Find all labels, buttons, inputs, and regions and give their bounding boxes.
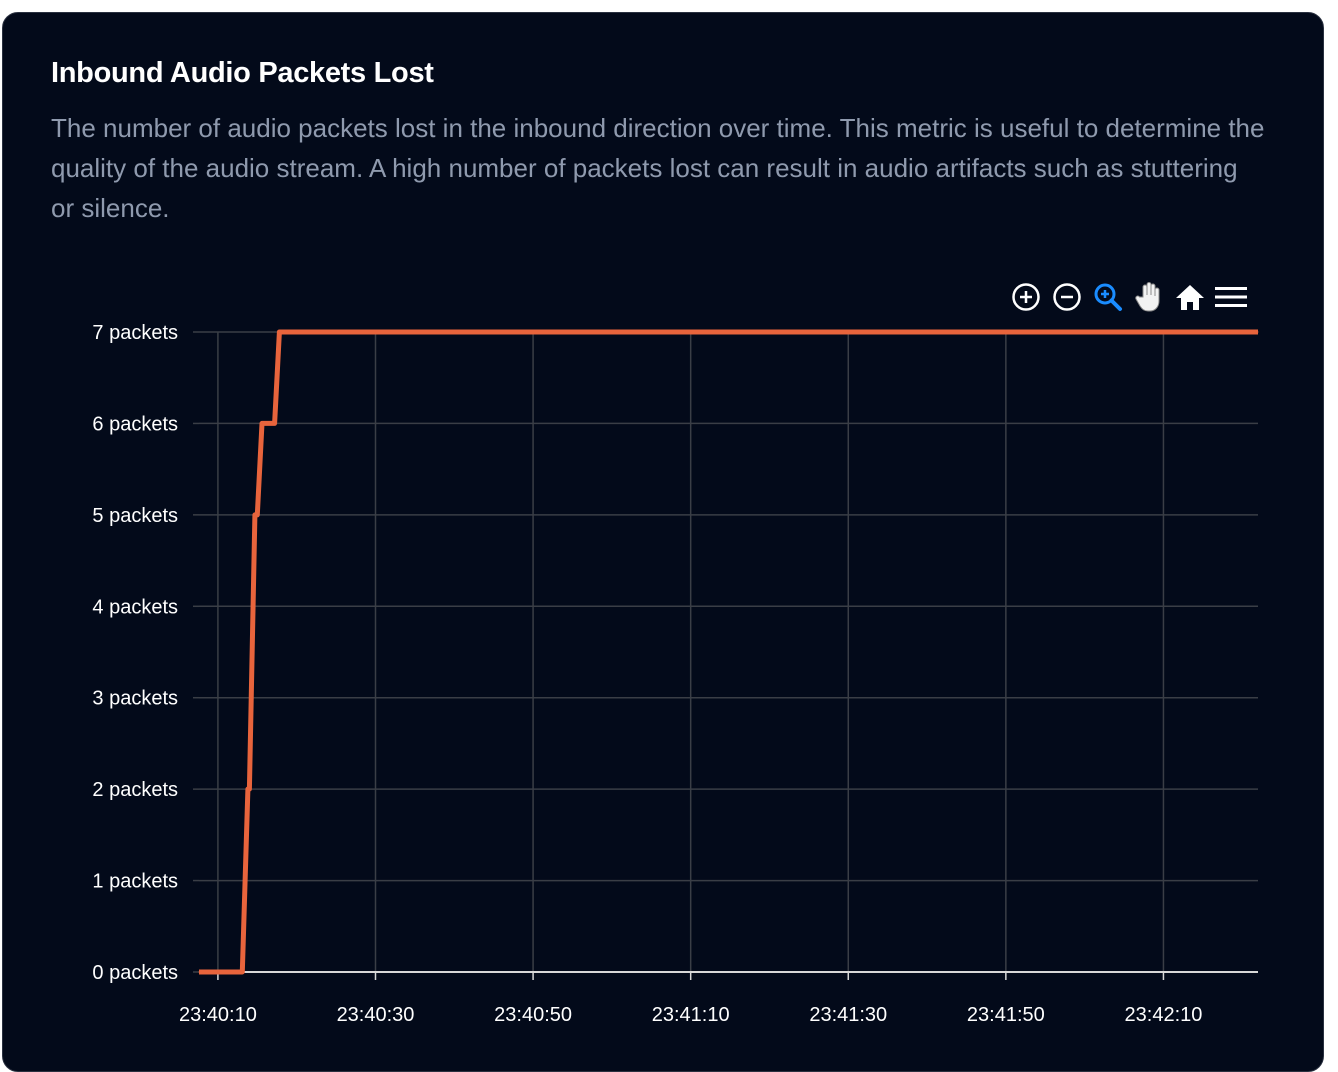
axes	[193, 331, 1258, 980]
data-point	[248, 788, 250, 790]
series-line	[199, 329, 1258, 975]
x-tick-label: 23:40:10	[179, 1004, 257, 1026]
data-point	[241, 971, 243, 973]
series-layer	[198, 329, 1259, 975]
y-tick-label: 3 packets	[92, 688, 178, 710]
data-point	[254, 514, 256, 516]
y-tick-label: 1 packets	[92, 871, 178, 893]
x-tick-label: 23:40:50	[494, 1004, 572, 1026]
zoom-out-icon	[1053, 283, 1081, 311]
grid-lines	[199, 331, 1258, 972]
reset-home-icon	[1176, 285, 1204, 310]
chart-title: Inbound Audio Packets Lost	[51, 57, 434, 89]
selection-zoom-button[interactable]	[1092, 281, 1124, 313]
x-tick-label: 23:41:50	[967, 1004, 1045, 1026]
pan-button[interactable]	[1133, 281, 1165, 313]
x-tick-label: 23:40:30	[337, 1004, 415, 1026]
data-point	[274, 422, 276, 424]
y-tick-label: 4 packets	[92, 596, 178, 618]
zoom-out-button[interactable]	[1051, 281, 1083, 313]
chart-card: Inbound Audio Packets Lost The number of…	[2, 12, 1324, 1072]
data-point	[278, 331, 280, 333]
tick-labels: 0 packets 1 packets 2 packets 3 packets 4 pa…	[92, 322, 1202, 1026]
zoom-in-icon	[1012, 283, 1040, 311]
data-point	[256, 514, 258, 516]
line-chart: 0 packets 1 packets 2 packets 3 packets 4 pa…	[92, 322, 1259, 1026]
x-tick-label: 23:41:10	[652, 1004, 730, 1026]
pan-hand-icon	[1135, 282, 1160, 312]
menu-button[interactable]	[1215, 281, 1247, 313]
chart-description: The number of audio packets lost in the …	[51, 113, 1265, 223]
data-point	[247, 788, 249, 790]
y-tick-label: 2 packets	[92, 779, 178, 801]
chart-toolbar	[1010, 281, 1256, 313]
zoom-in-button[interactable]	[1010, 281, 1042, 313]
selection-zoom-icon	[1094, 283, 1122, 311]
data-point	[261, 422, 263, 424]
y-tick-label: 6 packets	[92, 413, 178, 435]
reset-zoom-button[interactable]	[1174, 281, 1206, 313]
data-point	[1257, 331, 1259, 333]
x-tick-label: 23:42:10	[1125, 1004, 1203, 1026]
x-tick-label: 23:41:30	[809, 1004, 887, 1026]
y-tick-label: 5 packets	[92, 505, 178, 527]
y-tick-label: 7 packets	[92, 322, 178, 344]
data-point	[198, 971, 200, 973]
y-tick-label: 0 packets	[92, 962, 178, 984]
menu-icon	[1215, 287, 1247, 307]
